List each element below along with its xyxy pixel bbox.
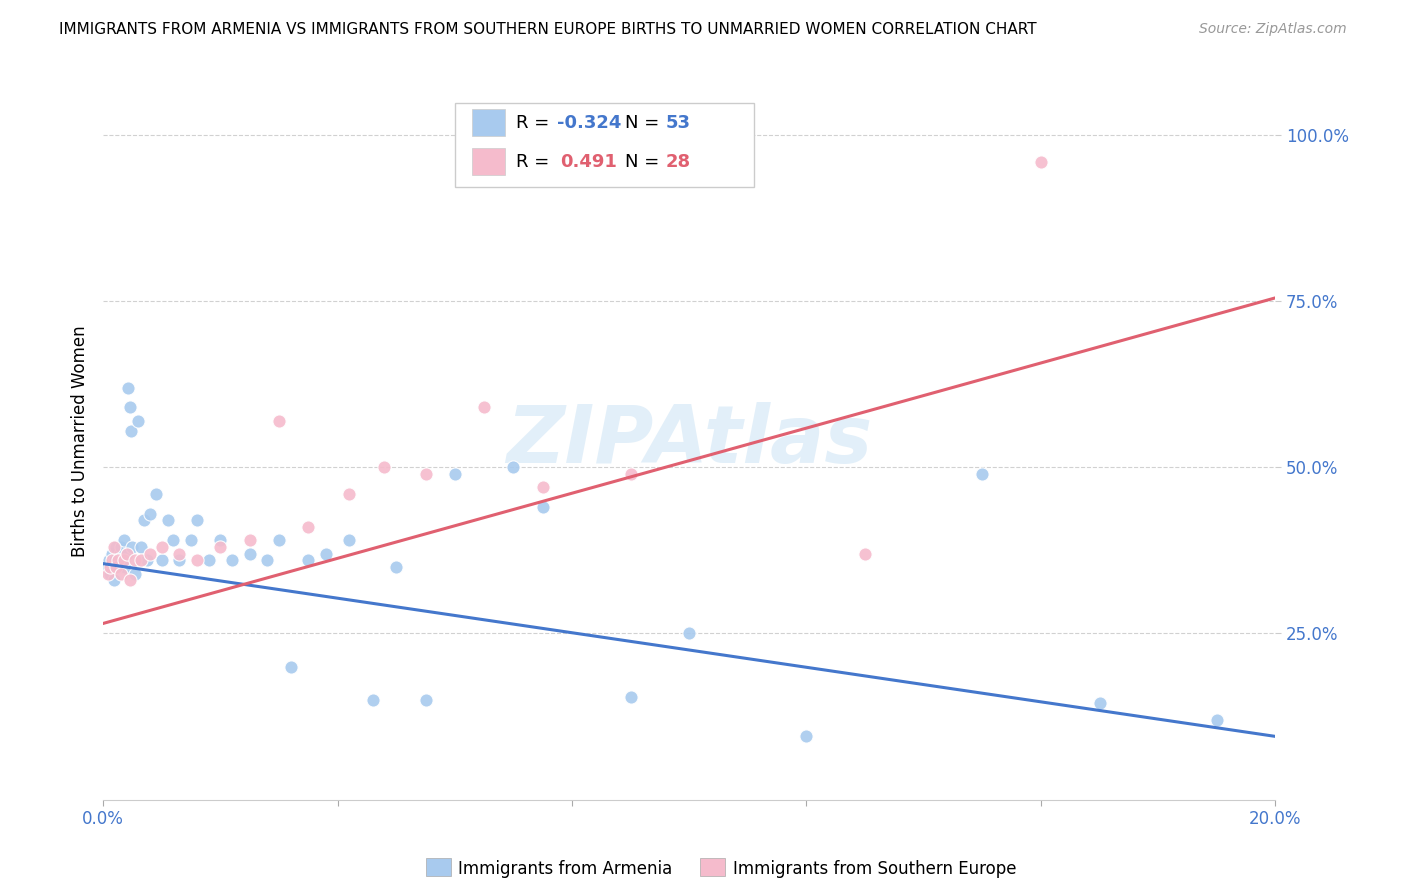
Point — [103, 540, 125, 554]
Point — [186, 513, 208, 527]
Point — [97, 566, 120, 581]
Point — [110, 566, 132, 581]
Point — [120, 424, 142, 438]
Text: R =: R = — [516, 114, 555, 132]
Point — [180, 533, 202, 548]
Point — [115, 547, 138, 561]
Point — [98, 566, 121, 581]
Bar — [472, 148, 505, 175]
Point — [98, 560, 121, 574]
Point — [267, 414, 290, 428]
Point — [297, 520, 319, 534]
Point — [101, 547, 124, 561]
Point — [112, 533, 135, 548]
Point — [385, 560, 408, 574]
Text: 28: 28 — [666, 153, 690, 170]
Point — [162, 533, 184, 548]
Point — [111, 553, 134, 567]
Point — [853, 547, 876, 561]
Point — [337, 487, 360, 501]
Text: IMMIGRANTS FROM ARMENIA VS IMMIGRANTS FROM SOUTHERN EUROPE BIRTHS TO UNMARRIED W: IMMIGRANTS FROM ARMENIA VS IMMIGRANTS FR… — [59, 22, 1036, 37]
Point — [315, 547, 337, 561]
Point — [256, 553, 278, 567]
Point — [373, 460, 395, 475]
Point — [209, 533, 232, 548]
Point — [169, 547, 191, 561]
Point — [129, 553, 152, 567]
Bar — [472, 109, 505, 136]
Text: 0.491: 0.491 — [561, 153, 617, 170]
Text: Immigrants from Armenia: Immigrants from Armenia — [458, 860, 672, 878]
Point — [127, 414, 149, 428]
Point — [972, 467, 994, 481]
Point — [620, 467, 643, 481]
Point — [139, 507, 162, 521]
Point — [112, 553, 135, 567]
Y-axis label: Births to Unmarried Women: Births to Unmarried Women — [72, 325, 89, 557]
Point — [531, 500, 554, 515]
Point — [114, 560, 136, 574]
Point — [103, 574, 125, 588]
Point — [134, 513, 156, 527]
Point — [108, 547, 131, 561]
Point — [107, 560, 129, 574]
Point — [145, 487, 167, 501]
Point — [124, 553, 146, 567]
Point — [105, 540, 128, 554]
Point — [139, 547, 162, 561]
Point — [150, 553, 173, 567]
Point — [129, 540, 152, 554]
Point — [502, 460, 524, 475]
Point — [110, 540, 132, 554]
Text: R =: R = — [516, 153, 555, 170]
Point — [678, 626, 700, 640]
Text: ZIPAtlas: ZIPAtlas — [506, 401, 872, 480]
Text: Source: ZipAtlas.com: Source: ZipAtlas.com — [1199, 22, 1347, 37]
Text: Immigrants from Southern Europe: Immigrants from Southern Europe — [733, 860, 1017, 878]
Point — [1205, 713, 1227, 727]
Point — [337, 533, 360, 548]
Point — [280, 659, 302, 673]
Text: N =: N = — [624, 114, 665, 132]
Point — [472, 401, 495, 415]
Point — [101, 553, 124, 567]
Point — [107, 553, 129, 567]
Point — [221, 553, 243, 567]
Point — [531, 480, 554, 494]
Point — [136, 553, 159, 567]
Point — [361, 693, 384, 707]
Point — [115, 547, 138, 561]
Point — [118, 574, 141, 588]
Point — [239, 547, 262, 561]
Point — [186, 553, 208, 567]
FancyBboxPatch shape — [454, 103, 754, 187]
Point — [443, 467, 465, 481]
Point — [297, 553, 319, 567]
Point — [169, 553, 191, 567]
Point — [796, 730, 818, 744]
Point — [209, 540, 232, 554]
Point — [150, 540, 173, 554]
Point — [98, 553, 121, 567]
Text: 53: 53 — [666, 114, 690, 132]
Point — [267, 533, 290, 548]
Point — [124, 566, 146, 581]
Point — [156, 513, 179, 527]
Point — [415, 467, 437, 481]
Point — [97, 560, 120, 574]
Point — [1029, 154, 1052, 169]
Point — [117, 380, 139, 394]
Point — [105, 560, 128, 574]
Point — [620, 690, 643, 704]
Point — [121, 540, 143, 554]
Point — [104, 553, 127, 567]
Point — [197, 553, 219, 567]
Point — [118, 401, 141, 415]
Text: N =: N = — [624, 153, 665, 170]
Text: -0.324: -0.324 — [557, 114, 621, 132]
Point — [1088, 696, 1111, 710]
Point — [415, 693, 437, 707]
Point — [239, 533, 262, 548]
